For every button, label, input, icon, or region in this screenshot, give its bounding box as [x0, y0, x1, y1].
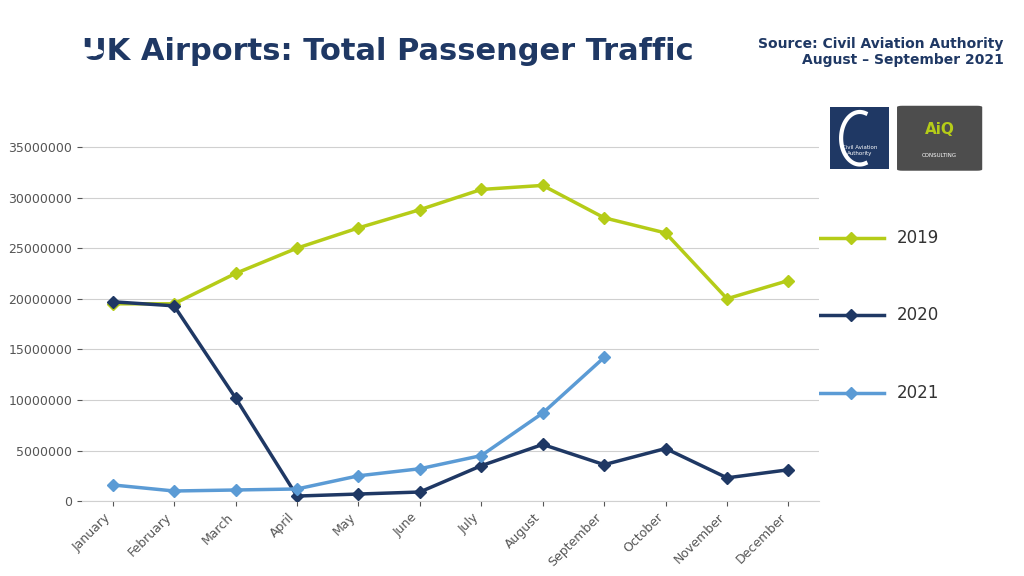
2020 [414, 488, 426, 495]
2020 [659, 445, 672, 452]
Line: 2020: 2020 [109, 298, 793, 500]
2021 [414, 465, 426, 472]
2020 [782, 467, 795, 473]
Text: Civil Aviation
Authority: Civil Aviation Authority [842, 145, 878, 156]
Text: AiQ: AiQ [925, 123, 954, 138]
2021 [168, 487, 180, 494]
2021 [229, 487, 242, 494]
2019 [598, 214, 610, 221]
Text: Source: Civil Aviation Authority
August – September 2021: Source: Civil Aviation Authority August … [758, 37, 1004, 67]
Circle shape [0, 46, 102, 58]
2019 [291, 245, 303, 252]
2019 [106, 300, 119, 307]
2021 [537, 410, 549, 416]
Text: 2019: 2019 [897, 229, 939, 247]
2021 [291, 486, 303, 492]
2019 [414, 206, 426, 213]
2020 [352, 491, 365, 498]
FancyBboxPatch shape [897, 106, 982, 170]
Line: 2019: 2019 [109, 181, 793, 308]
2020 [168, 302, 180, 309]
2020 [106, 298, 119, 305]
Line: 2021: 2021 [109, 353, 608, 495]
2021 [475, 452, 487, 459]
2019 [168, 300, 180, 307]
2019 [659, 229, 672, 236]
Text: 2021: 2021 [897, 384, 939, 402]
2021 [106, 482, 119, 488]
Text: UK Airports: Total Passenger Traffic: UK Airports: Total Passenger Traffic [82, 37, 693, 66]
2020 [721, 475, 733, 482]
2019 [352, 225, 365, 232]
2019 [475, 186, 487, 193]
2019 [537, 182, 549, 189]
2021 [598, 354, 610, 361]
Text: 2020: 2020 [897, 306, 939, 324]
2020 [229, 395, 242, 401]
2019 [782, 277, 795, 284]
2019 [721, 295, 733, 302]
Text: CONSULTING: CONSULTING [922, 153, 957, 158]
2020 [475, 463, 487, 469]
2020 [598, 461, 610, 468]
2020 [537, 441, 549, 448]
FancyBboxPatch shape [830, 107, 889, 169]
2019 [229, 270, 242, 277]
2020 [291, 492, 303, 499]
2021 [352, 472, 365, 479]
